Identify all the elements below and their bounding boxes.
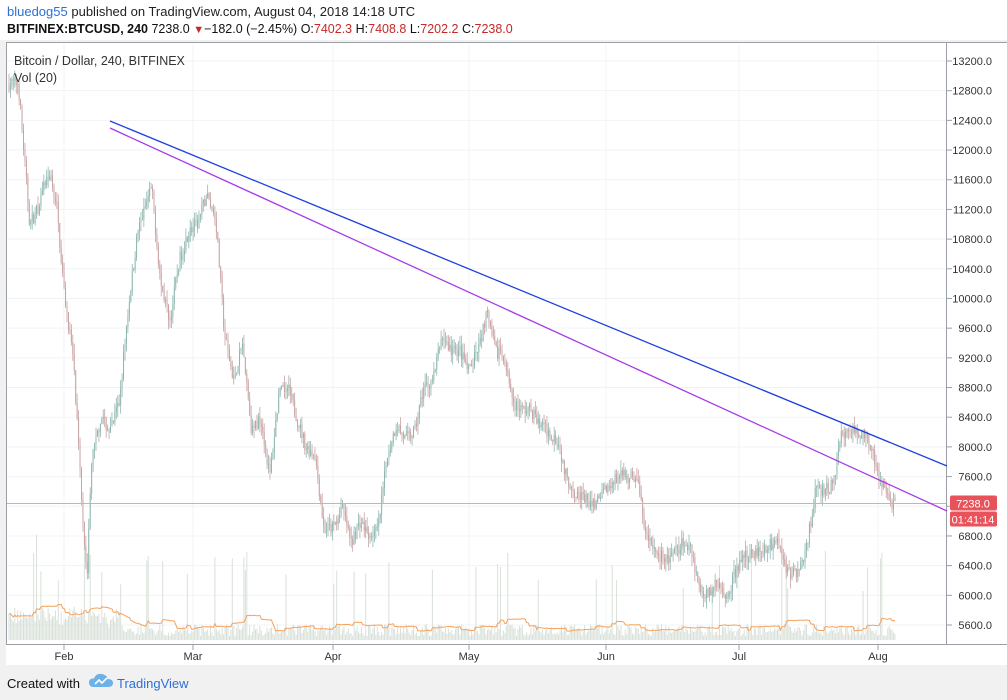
tradingview-cloud-icon	[89, 673, 113, 687]
price-axis[interactable]	[947, 42, 1007, 645]
price-change: −182.0 (−2.45%)	[204, 22, 298, 36]
last-price: 7238.0	[151, 22, 190, 36]
high-label: H:	[355, 22, 369, 36]
chart-header: bluedog55 published on TradingView.com, …	[0, 0, 1007, 40]
low-label: L:	[409, 22, 421, 36]
open-label: O:	[300, 22, 314, 36]
ohlc-line: BITFINEX:BTCUSD, 240 7238.0 ▼−182.0 (−2.…	[7, 22, 513, 36]
publish-line: bluedog55 published on TradingView.com, …	[7, 4, 415, 19]
close-label: C:	[462, 22, 475, 36]
chart-pane[interactable]	[6, 42, 947, 645]
time-axis[interactable]	[6, 645, 1007, 665]
down-arrow-icon: ▼	[193, 24, 205, 36]
footer: Created with TradingView	[0, 665, 1007, 700]
high-value: 7408.8	[368, 22, 407, 36]
low-value: 7202.2	[420, 22, 459, 36]
close-value: 7238.0	[474, 22, 513, 36]
tradingview-brand-link[interactable]: TradingView	[117, 676, 189, 691]
author-link[interactable]: bluedog55	[7, 4, 68, 19]
symbol-label: BITFINEX:BTCUSD, 240	[7, 22, 148, 36]
published-text: published on TradingView.com, August 04,…	[71, 4, 416, 19]
created-with-label: Created with	[7, 676, 80, 691]
open-value: 7402.3	[313, 22, 353, 36]
